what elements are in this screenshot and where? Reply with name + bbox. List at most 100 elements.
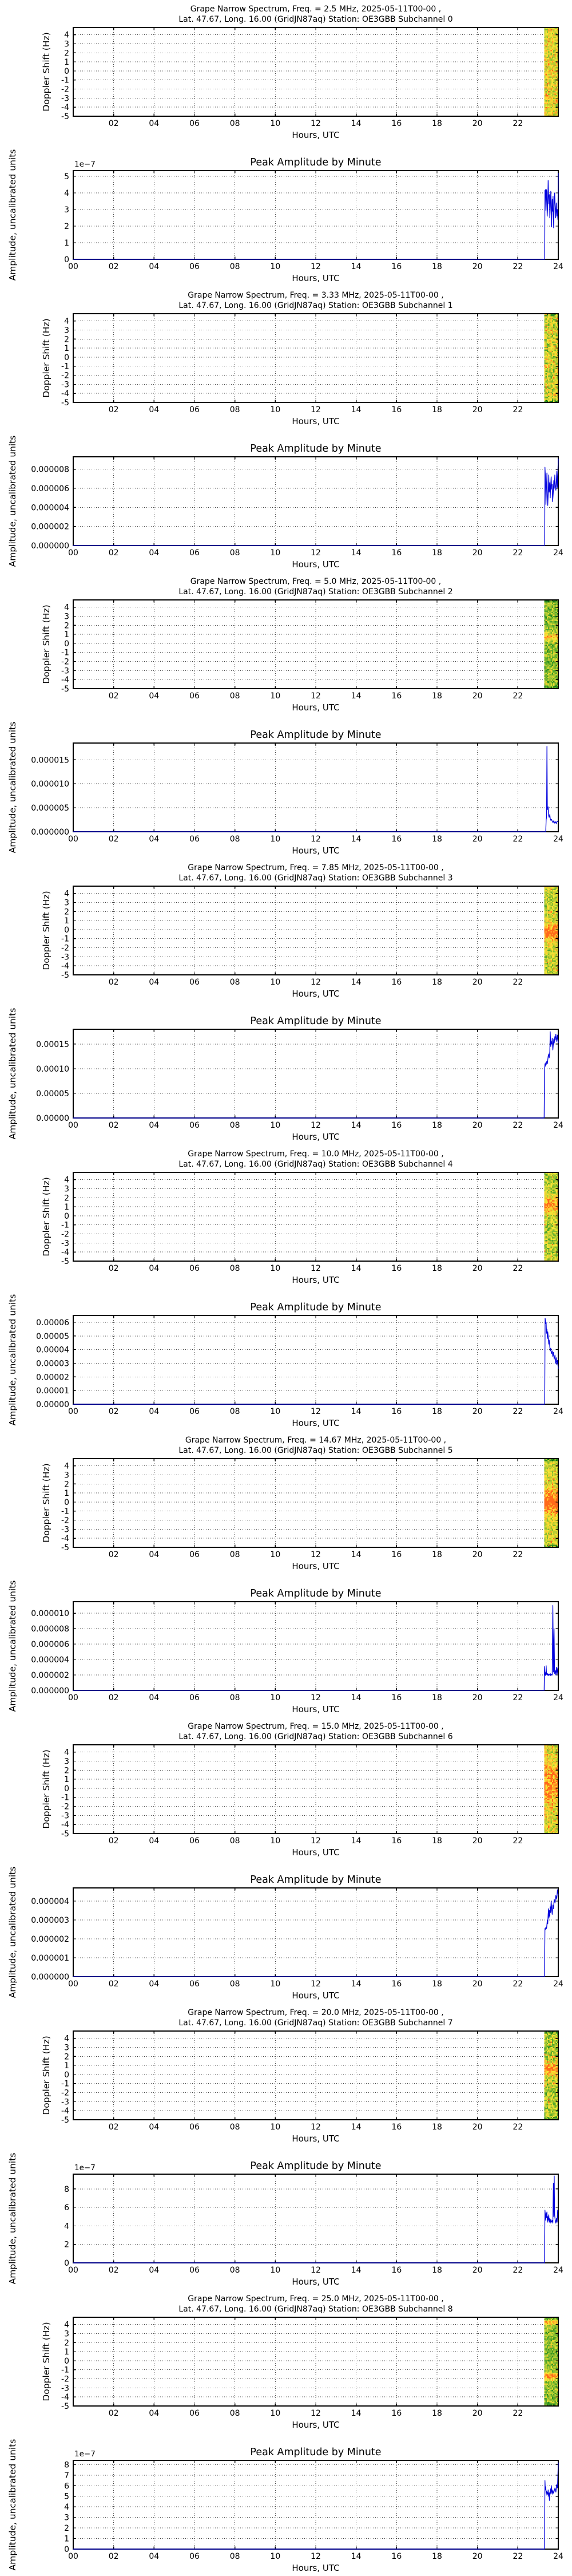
x-tick-label: 08 [230,1121,240,1130]
x-tick-label: 12 [311,1264,321,1273]
x-tick-label: 06 [189,1264,200,1273]
x-tick-label: 08 [230,1264,240,1273]
x-tick-label: 02 [109,2409,119,2418]
x-tick-label: 10 [270,262,280,271]
x-tick-label: 12 [311,262,321,271]
x-tick-label: 06 [189,2266,200,2275]
y-tick-label: 3 [64,1471,69,1480]
tick-marks [73,1315,559,1405]
chart-title: Peak Amplitude by Minute [250,729,381,741]
x-tick-label: 02 [109,978,119,987]
y-tick-label: -3 [61,2097,69,2107]
y-tick-label: -5 [61,2116,69,2125]
x-tick-label: 22 [513,2409,523,2418]
subchannel-2-group: 02 04 06 08 10 12 14 16 18 20 22 Hours, UTC 4 3 2 1 0 -1-… [0,572,572,859]
y-tick-label: 1 [64,1775,69,1784]
x-tick-label: 22 [513,692,523,701]
x-tick-label: 12 [311,1407,321,1416]
x-tick-label: 18 [432,692,442,701]
x-tick-label: 20 [472,1264,483,1273]
chart-background [0,1002,572,1145]
x-tick-label: 04 [149,1550,159,1559]
x-tick-label: 14 [351,2266,362,2275]
y-axis-label: Amplitude, uncalibrated units [7,1867,18,1998]
y-tick-label: 0 [64,2071,69,2080]
x-tick-label: 24 [553,835,563,844]
x-tick-label: 10 [270,692,280,701]
x-axis-label: Hours, UTC [292,2420,339,2430]
x-axis-label: Hours, UTC [292,416,339,426]
y-tick-label: 0.000005 [31,804,69,813]
x-tick-label: 16 [391,1693,402,1702]
y-tick-label: 1 [64,1489,69,1498]
x-tick-label: 16 [391,119,402,128]
x-tick-label: 04 [149,1980,159,1989]
y-tick-label: 2 [64,2338,69,2348]
y-tick-label: 0.00015 [36,1040,69,1049]
tick-marks [73,457,559,546]
chart-background [0,2147,572,2290]
x-tick-label: 02 [109,1836,119,1846]
x-axis-label: Hours, UTC [292,1275,339,1285]
y-tick-label: 0.000008 [31,1625,69,1634]
x-tick-label: 02 [109,1550,119,1559]
y-tick-label: 0.000006 [31,484,69,493]
y-tick-label: 2 [64,621,69,630]
tick-marks [73,1172,558,1262]
x-tick-label: 20 [472,2552,483,2561]
x-tick-label: 06 [189,1550,200,1559]
x-tick-label: 08 [230,548,240,558]
x-tick-label: 16 [391,1121,402,1130]
x-tick-label: 20 [472,1407,483,1416]
y-tick-label: 0.00004 [36,1346,69,1355]
y-tick-label: 4 [64,1176,69,1185]
x-tick-label: 14 [351,1980,362,1989]
spectrogram-strip [544,1459,559,1548]
y-tick-label: 0.000002 [31,523,69,532]
y-tick-label: 1 [64,1203,69,1212]
x-tick-label: 16 [391,1980,402,1989]
y-tick-label: -2 [61,85,69,94]
x-tick-label: 06 [189,1980,200,1989]
x-axis-label: Hours, UTC [292,2134,339,2144]
spectrogram-strip [544,1745,559,1834]
x-tick-label: 16 [391,2123,402,2132]
y-tick-label: 0.000000 [31,542,69,551]
y-tick-label: 4 [64,317,69,326]
y-tick-label: 1 [64,58,69,67]
y-tick-label: 0.000004 [31,503,69,512]
y-tick-label: 3 [64,206,69,215]
chart-subtitle: Lat. 47.67, Long. 16.00 (GridJN87aq) Sta… [178,2305,452,2314]
chart-title: Grape Narrow Spectrum, Freq. = 5.0 MHz, … [190,577,441,586]
y-tick-label: 0.00000 [36,1114,69,1123]
x-tick-label: 14 [351,1264,362,1273]
y-tick-label: -1 [61,935,69,944]
y-tick-label: 1 [64,916,69,926]
y-tick-label: 1 [64,239,69,248]
subchannel-4-group: 02 04 06 08 10 12 14 16 18 20 22 Hours, UTC 4 3 2 1 0 -1-… [0,1145,572,1431]
x-tick-label: 06 [189,2552,200,2561]
y-axis-label: Doppler Shift (Hz) [41,1749,51,1828]
y-tick-label: 0 [64,1784,69,1793]
chart-title: Peak Amplitude by Minute [250,157,381,168]
y-tick-label: -2 [61,372,69,381]
y-axis-label: Doppler Shift (Hz) [41,605,51,683]
x-tick-label: 10 [270,2552,280,2561]
x-tick-label: 02 [109,692,119,701]
x-tick-label: 10 [270,119,280,128]
x-tick-label: 06 [189,1407,200,1416]
x-tick-label: 24 [553,2552,563,2561]
chart-subtitle: Lat. 47.67, Long. 16.00 (GridJN87aq) Sta… [178,301,452,310]
y-tick-label: -2 [61,2089,69,2098]
y-tick-label: 0.000001 [31,1954,69,1963]
x-tick-label: 06 [189,835,200,844]
x-tick-label: 02 [109,1121,119,1130]
y-tick-label: -2 [61,1803,69,1812]
y-tick-label: 1 [64,2348,69,2357]
x-tick-label: 08 [230,1836,240,1846]
axis-offset-text: 1e−7 [74,2163,96,2172]
y-tick-label: -3 [61,1239,69,1248]
x-tick-label: 16 [391,1550,402,1559]
